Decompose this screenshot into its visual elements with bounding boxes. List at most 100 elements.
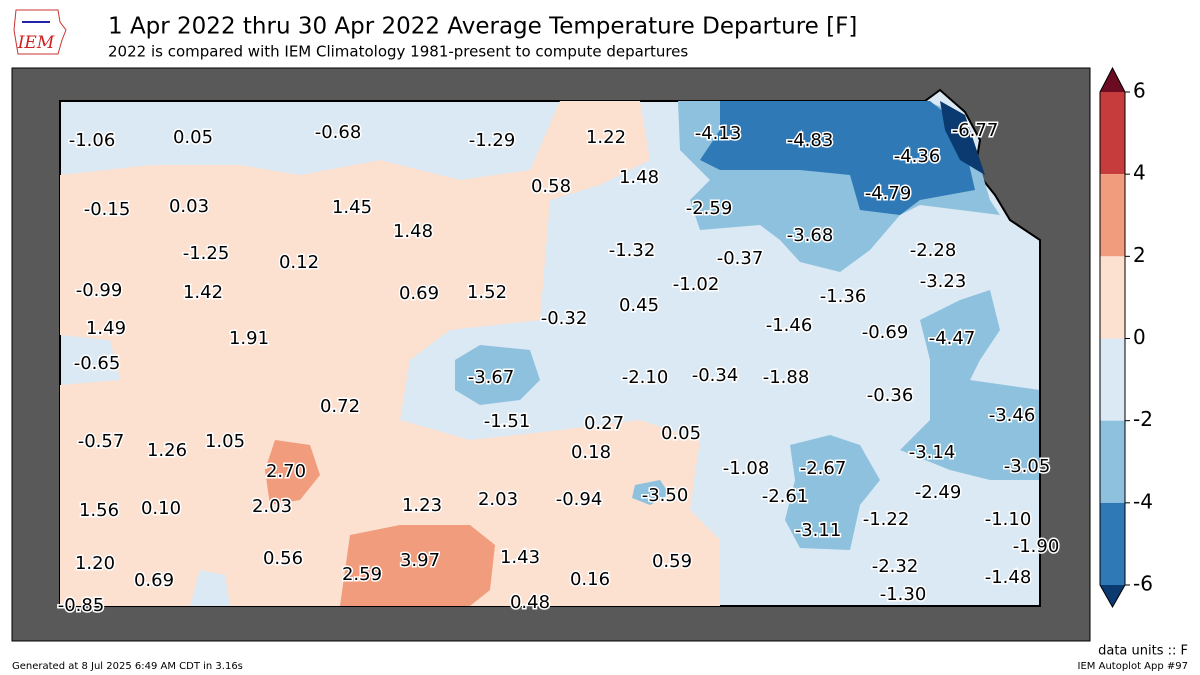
- station-value: 0.48: [510, 592, 550, 613]
- station-value: 1.20: [75, 553, 115, 574]
- station-value: 2.03: [478, 489, 518, 510]
- station-value: 0.56: [263, 548, 303, 569]
- station-value: 1.45: [332, 197, 372, 218]
- station-value: -1.46: [766, 315, 813, 336]
- station-value: 1.26: [147, 440, 187, 461]
- station-value: -0.36: [867, 385, 914, 406]
- station-value: 0.69: [399, 283, 439, 304]
- station-value: -0.68: [315, 122, 362, 143]
- station-value: 2.70: [266, 461, 306, 482]
- colorbar-tick-label: 0: [1133, 325, 1146, 349]
- station-value: -2.10: [622, 367, 669, 388]
- region-neg4-neg2: [900, 290, 1040, 480]
- station-value: 0.58: [531, 176, 571, 197]
- station-value: 1.43: [500, 547, 540, 568]
- station-value: -1.22: [863, 509, 910, 530]
- station-value: -0.15: [84, 199, 131, 220]
- station-value: -1.10: [985, 509, 1032, 530]
- title: 1 Apr 2022 thru 30 Apr 2022 Average Temp…: [108, 14, 857, 40]
- station-value: 3.97: [400, 550, 440, 571]
- logo-outline: [13, 9, 67, 55]
- region-neg4-neg2: [455, 345, 540, 405]
- station-value: 1.22: [586, 127, 626, 148]
- station-value: -3.14: [909, 442, 956, 463]
- station-value: -4.79: [865, 183, 912, 204]
- region-neg2-0: [190, 570, 230, 606]
- station-value: -0.65: [74, 353, 121, 374]
- station-value: -0.37: [717, 248, 764, 269]
- station-value: 0.12: [279, 252, 319, 273]
- station-value: 1.49: [86, 318, 126, 339]
- station-value: 1.23: [402, 495, 442, 516]
- region-neg4-neg2: [785, 435, 880, 550]
- station-value: 0.05: [661, 423, 701, 444]
- units-note: data units :: F: [1098, 644, 1188, 659]
- station-value: -4.13: [695, 123, 742, 144]
- station-value: -6.77: [952, 120, 999, 141]
- station-value: -1.02: [673, 274, 720, 295]
- station-value: 1.56: [79, 500, 119, 521]
- station-value: -2.67: [800, 458, 847, 479]
- station-value: -1.36: [820, 286, 867, 307]
- station-value: 1.52: [467, 282, 507, 303]
- station-value: -1.30: [880, 584, 927, 605]
- colorbar-tick-label: -4: [1133, 489, 1153, 513]
- station-value: 0.10: [141, 498, 181, 519]
- app-note: IEM Autoplot App #97: [1078, 661, 1188, 672]
- colorbar-segment: [1100, 92, 1125, 175]
- station-value: -3.46: [989, 405, 1036, 426]
- region-neg4-neg2: [632, 480, 670, 505]
- station-value: -1.29: [469, 130, 516, 151]
- region-0-2: [60, 101, 720, 606]
- subtitle: 2022 is compared with IEM Climatology 19…: [108, 43, 688, 61]
- station-value: -2.32: [872, 556, 919, 577]
- station-value: -3.11: [795, 520, 842, 541]
- station-value: -0.94: [556, 489, 603, 510]
- station-value: -1.51: [484, 411, 531, 432]
- station-value: 0.45: [619, 295, 659, 316]
- station-value: 0.05: [173, 127, 213, 148]
- region-neg6-neg4: [700, 101, 975, 215]
- colorbar-segment: [1100, 256, 1125, 339]
- colorbar-tick-label: 6: [1133, 79, 1146, 103]
- station-value: -0.99: [76, 280, 123, 301]
- station-value: 0.03: [169, 196, 209, 217]
- station-value: 1.48: [393, 221, 433, 242]
- region-below-neg6: [940, 101, 985, 175]
- colorbar-tick-label: 2: [1133, 243, 1146, 267]
- station-value: 0.69: [134, 570, 174, 591]
- colorbar-extend-bottom: [1100, 585, 1125, 607]
- station-value: -1.90: [1013, 536, 1060, 557]
- colorbar-extend-top: [1100, 68, 1125, 92]
- station-value: -1.88: [763, 367, 810, 388]
- station-value: -3.05: [1004, 456, 1051, 477]
- colorbar: 6 4 2 0 -2 -4 -6: [1099, 66, 1153, 609]
- station-value: -3.68: [787, 225, 834, 246]
- station-value: 1.91: [229, 328, 269, 349]
- station-value: -4.47: [929, 328, 976, 349]
- station-value: -3.23: [920, 271, 967, 292]
- station-value: -2.59: [686, 198, 733, 219]
- station-value: -2.28: [910, 240, 957, 261]
- station-value: -4.36: [894, 146, 941, 167]
- station-value: 0.16: [570, 569, 610, 590]
- station-value: -2.61: [762, 486, 809, 507]
- colorbar-tick-label: -2: [1133, 407, 1153, 431]
- station-value: -0.57: [78, 431, 125, 452]
- station-value: -1.32: [609, 240, 656, 261]
- station-value: 0.27: [584, 413, 624, 434]
- station-value: -0.69: [862, 322, 909, 343]
- colorbar-segment: [1100, 502, 1125, 585]
- station-value: 0.72: [320, 396, 360, 417]
- station-value: 0.59: [652, 551, 692, 572]
- station-value: 0.18: [571, 442, 611, 463]
- station-labels: -1.06 0.05 -0.68 -1.29 1.22 -4.13 -4.83 -6.77 -4…: [56, 119, 1061, 618]
- colorbar-segment: [1100, 420, 1125, 503]
- station-value: -3.67: [468, 367, 515, 388]
- region-2-4: [340, 525, 495, 606]
- station-value: 1.48: [619, 167, 659, 188]
- station-value: -0.32: [541, 308, 588, 329]
- station-value: -1.48: [985, 567, 1032, 588]
- station-value: -0.34: [692, 365, 739, 386]
- station-value: -0.85: [58, 595, 105, 616]
